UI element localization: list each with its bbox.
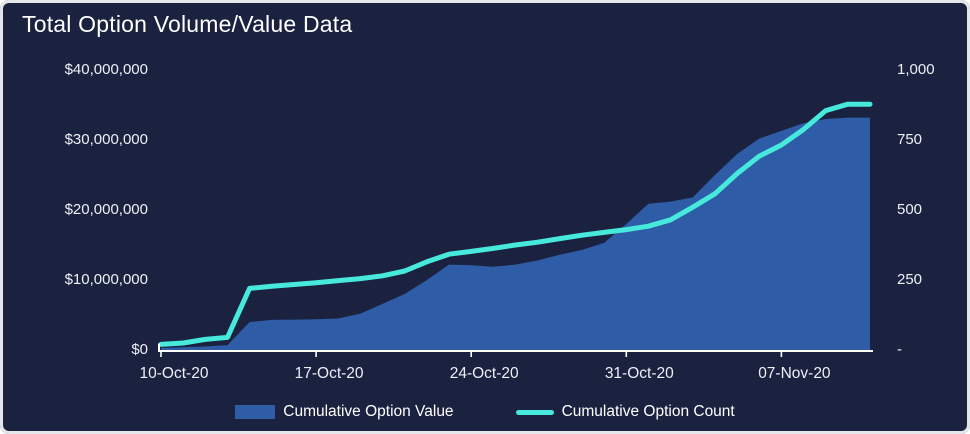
legend-label-value: Cumulative Option Value	[283, 403, 454, 420]
x-axis-tick-label: 17-Oct-20	[294, 365, 364, 382]
x-axis-tick-label: 24-Oct-20	[449, 365, 519, 382]
left-axis-tick-label: $20,000,000	[64, 201, 148, 218]
right-axis-tick-label: 750	[897, 131, 923, 148]
x-axis-tick-label: 07-Nov-20	[758, 365, 831, 382]
count-series-swatch-icon	[515, 409, 554, 415]
left-axis-tick-label: $10,000,000	[64, 271, 148, 288]
right-axis-tick-label: 1,000	[897, 61, 935, 78]
right-axis-tick-label: 250	[897, 271, 923, 288]
legend-label-count: Cumulative Option Count	[561, 403, 735, 420]
value-series-swatch-icon	[235, 405, 276, 419]
right-axis-tick-label: -	[897, 341, 902, 358]
chart-title: Total Option Volume/Value Data	[22, 11, 353, 37]
x-axis-tick-label: 31-Oct-20	[604, 365, 674, 382]
legend-item-value: Cumulative Option Value	[235, 403, 454, 421]
chart-legend: Cumulative Option Value Cumulative Optio…	[0, 399, 970, 425]
left-axis-tick-label: $40,000,000	[64, 61, 148, 78]
left-axis-tick-label: $0	[131, 341, 148, 358]
value-area-series	[161, 117, 870, 350]
x-axis-tick-label: 10-Oct-20	[139, 365, 209, 382]
count-line-series	[158, 101, 873, 347]
right-axis-tick-label: 500	[897, 201, 923, 218]
legend-item-count: Cumulative Option Count	[515, 403, 735, 421]
left-axis-tick-label: $30,000,000	[64, 131, 148, 148]
